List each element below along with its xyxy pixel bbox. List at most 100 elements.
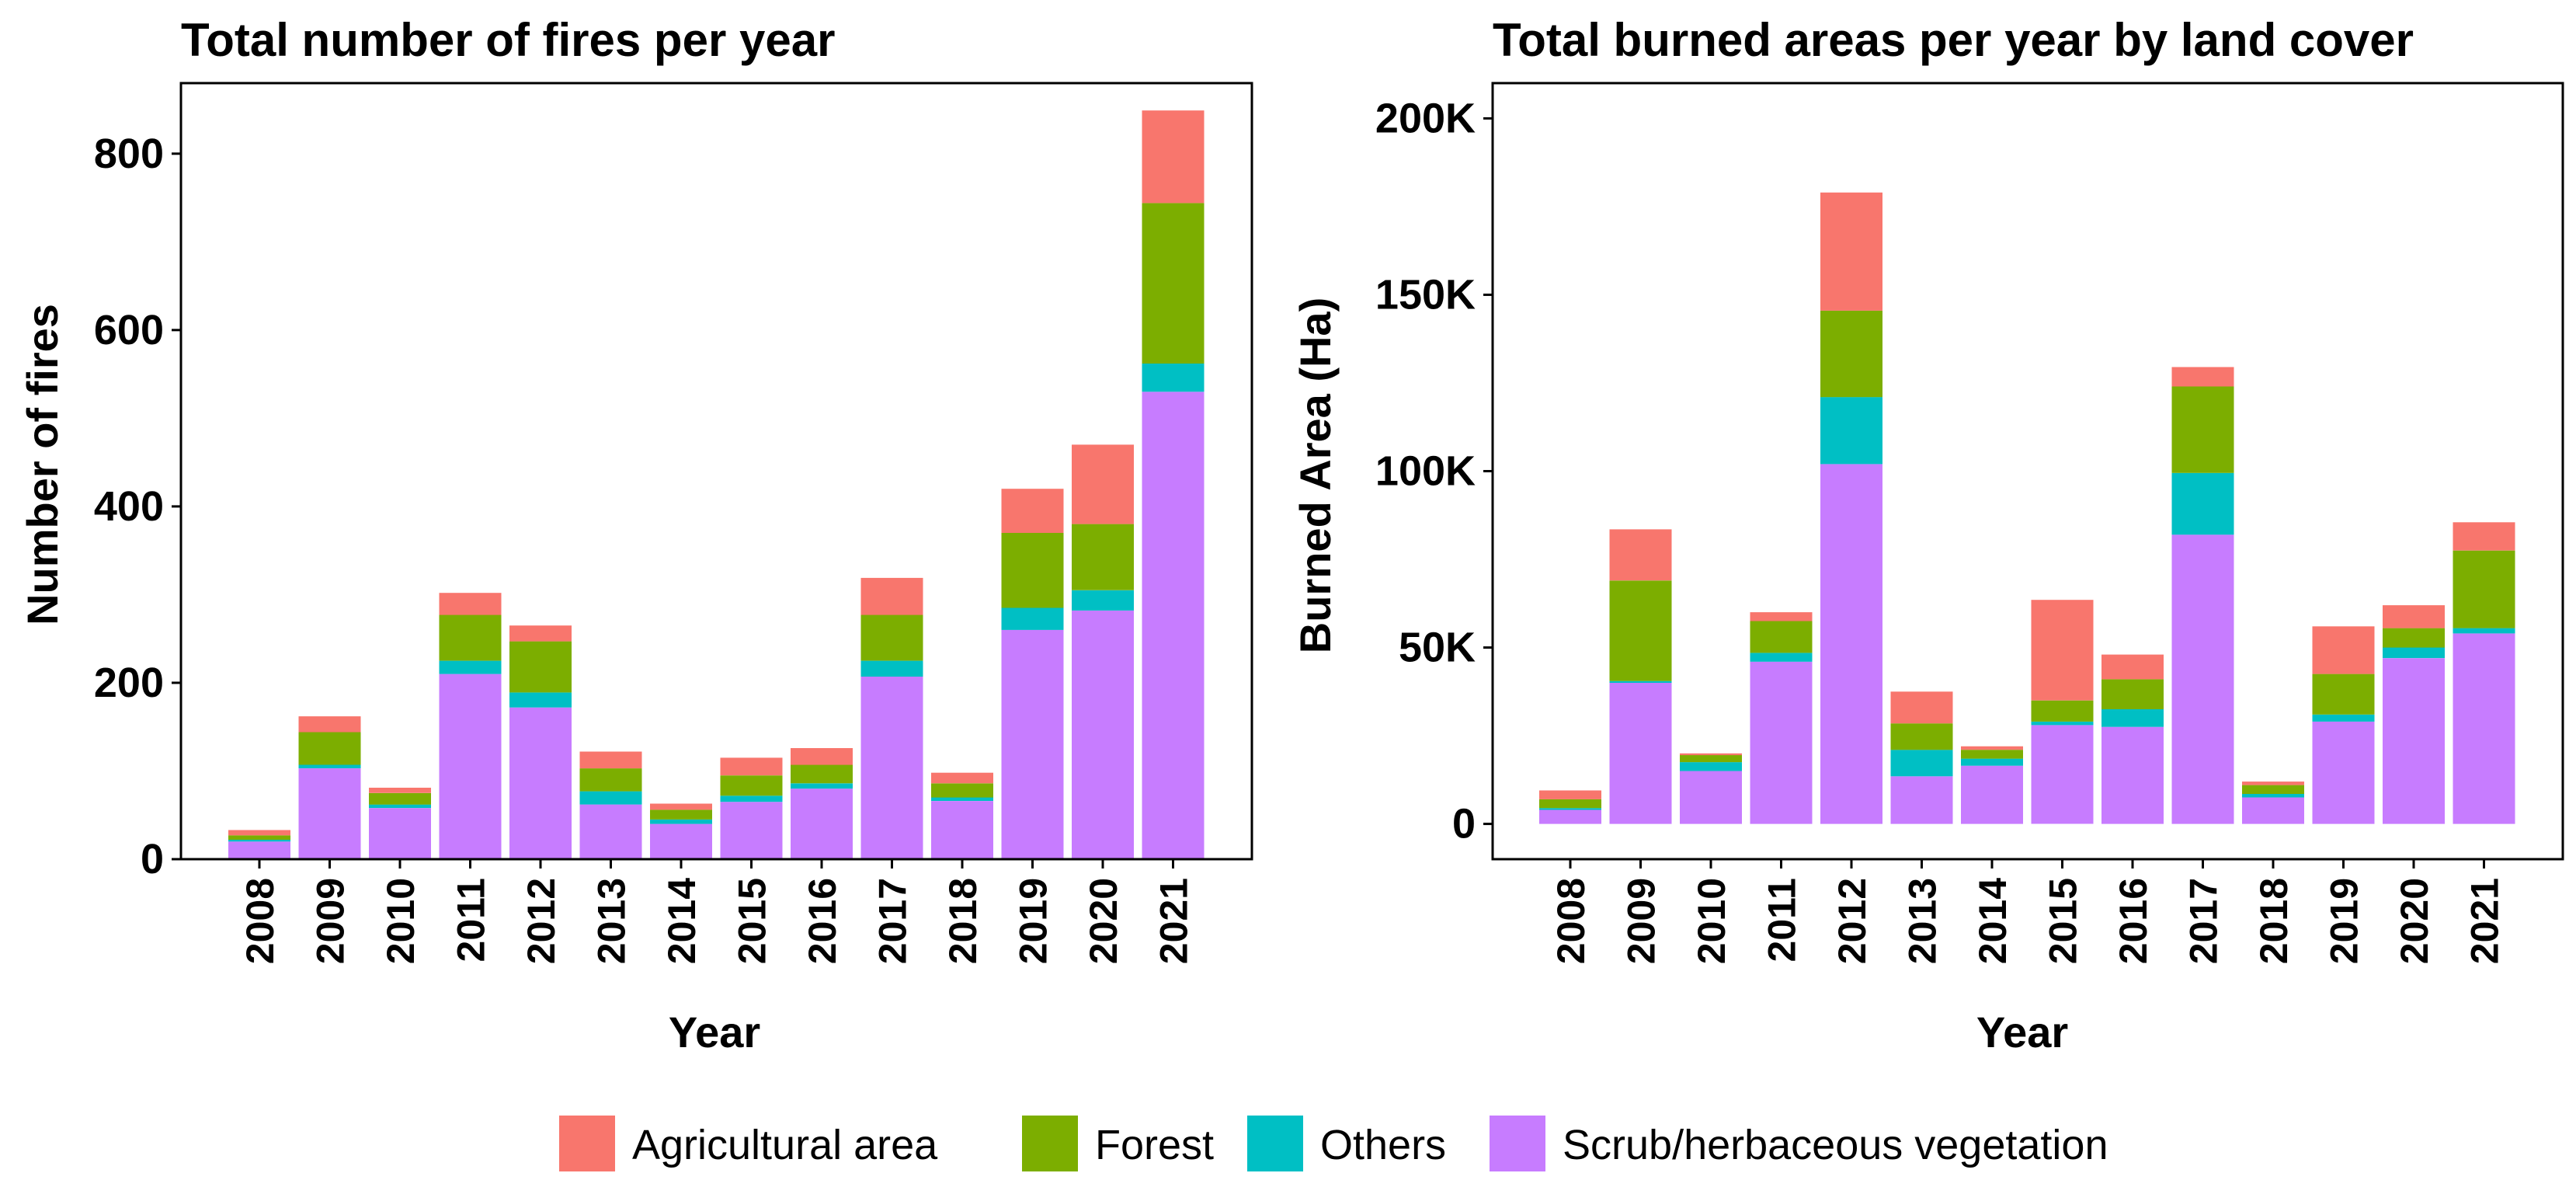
x-tick-label: 2016 <box>801 878 844 964</box>
bar-others-2014 <box>650 819 712 824</box>
bar-scrub-herbaceous-vegetation-2015 <box>2031 725 2094 824</box>
y-tick-label: 200K <box>1375 95 1476 141</box>
y-tick-label: 0 <box>141 836 164 882</box>
bar-agricultural-area-2012 <box>1820 192 1882 311</box>
bar-agricultural-area-2013 <box>1890 691 1953 724</box>
bar-others-2020 <box>1072 590 1134 611</box>
bar-forest-2020 <box>1072 524 1134 590</box>
bar-agricultural-area-2014 <box>1961 746 2023 750</box>
bar-agricultural-area-2015 <box>2031 600 2094 701</box>
bar-scrub-herbaceous-vegetation-2016 <box>791 788 853 859</box>
x-tick-label: 2012 <box>1830 878 1874 964</box>
x-tick-label: 2017 <box>2182 878 2226 964</box>
bar-scrub-herbaceous-vegetation-2020 <box>2383 658 2445 824</box>
x-tick-label: 2010 <box>1690 878 1733 964</box>
x-tick-label: 2010 <box>379 878 422 964</box>
bar-forest-2011 <box>439 614 502 661</box>
bar-scrub-herbaceous-vegetation-2008 <box>1539 809 1601 824</box>
x-tick-label: 2016 <box>2112 878 2155 964</box>
y-tick-label: 150K <box>1375 271 1476 318</box>
legend-swatch-forest <box>1022 1116 1078 1171</box>
x-tick-label: 2014 <box>660 878 704 964</box>
bar-forest-2009 <box>1609 580 1672 681</box>
bar-others-2013 <box>1890 750 1953 777</box>
bar-forest-2013 <box>1890 723 1953 750</box>
bar-agricultural-area-2019 <box>2312 626 2375 674</box>
bar-others-2014 <box>1961 758 2023 766</box>
bar-forest-2009 <box>298 732 361 765</box>
legend-item-scrub-herbaceous-vegetation: Scrub/herbaceous vegetation <box>1490 1116 2108 1171</box>
x-axis-fires: 2008 2009 2010 2011 2012 2013 2014 2015 2016 2017… <box>238 859 1196 964</box>
bar-forest-2018 <box>931 783 993 798</box>
bar-forest-2016 <box>2101 679 2164 709</box>
bar-forest-2021 <box>1142 203 1205 364</box>
x-tick-label: 2017 <box>871 878 915 964</box>
bar-scrub-herbaceous-vegetation-2010 <box>1680 771 1742 824</box>
bar-forest-2010 <box>369 792 431 805</box>
legend-item-others: Others <box>1247 1116 1446 1171</box>
bar-scrub-herbaceous-vegetation-2008 <box>228 841 290 859</box>
y-axis-title-burned-area: Burned Area (Ha) <box>1291 298 1340 653</box>
y-axis-burned-area: 0 50K 100K 150K 200K <box>1375 95 1493 848</box>
bar-forest-2014 <box>1961 750 2023 759</box>
bar-scrub-herbaceous-vegetation-2015 <box>720 802 783 859</box>
bar-others-2010 <box>1680 762 1742 771</box>
bar-scrub-herbaceous-vegetation-2016 <box>2101 726 2164 824</box>
x-tick-label: 2011 <box>1761 878 1804 962</box>
bar-agricultural-area-2016 <box>2101 654 2164 680</box>
bar-agricultural-area-2013 <box>579 751 642 769</box>
x-tick-label: 2014 <box>1971 878 2015 964</box>
bar-scrub-herbaceous-vegetation-2009 <box>1609 683 1672 824</box>
x-tick-label: 2015 <box>2042 878 2085 964</box>
bar-others-2009 <box>1609 681 1672 683</box>
y-axis-fires: 0 200 400 600 800 <box>94 131 181 882</box>
bar-forest-2021 <box>2453 550 2515 628</box>
bar-others-2019 <box>1001 607 1064 630</box>
x-tick-label: 2020 <box>1082 878 1125 964</box>
bar-scrub-herbaceous-vegetation-2009 <box>298 768 361 859</box>
bar-scrub-herbaceous-vegetation-2020 <box>1072 610 1134 859</box>
bar-others-2013 <box>579 791 642 805</box>
bar-agricultural-area-2020 <box>2383 605 2445 628</box>
y-tick-label: 200 <box>94 660 164 706</box>
bar-others-2020 <box>2383 647 2445 659</box>
legend-label-agricultural-area: Agricultural area <box>632 1122 938 1168</box>
bar-agricultural-area-2020 <box>1072 444 1134 524</box>
x-tick-label: 2020 <box>2393 878 2436 964</box>
bars-burned-area <box>1539 192 2515 824</box>
x-tick-label: 2012 <box>520 878 563 964</box>
legend-swatch-others <box>1247 1116 1303 1171</box>
legend-label-forest: Forest <box>1095 1122 1214 1168</box>
y-tick-label: 600 <box>94 307 164 353</box>
bar-forest-2017 <box>860 614 923 661</box>
bar-forest-2018 <box>2242 785 2304 794</box>
bar-scrub-herbaceous-vegetation-2014 <box>650 823 712 859</box>
legend-swatch-agricultural-area <box>559 1116 615 1171</box>
bar-others-2019 <box>2312 714 2375 722</box>
bar-scrub-herbaceous-vegetation-2019 <box>2312 721 2375 824</box>
x-tick-label: 2008 <box>1549 878 1593 964</box>
bar-scrub-herbaceous-vegetation-2012 <box>1820 464 1882 824</box>
x-tick-label: 2019 <box>1012 878 1055 964</box>
bar-others-2011 <box>439 660 502 674</box>
legend-item-agricultural-area: Agricultural area <box>559 1116 938 1171</box>
plot-frame-burned-area <box>1491 82 2564 861</box>
bar-others-2017 <box>2171 472 2234 535</box>
bar-agricultural-area-2014 <box>650 803 712 810</box>
x-tick-label: 2011 <box>450 878 493 962</box>
legend: Agricultural area Forest Others Scrub/he… <box>559 1116 2108 1171</box>
bar-others-2018 <box>2242 794 2304 798</box>
bar-scrub-herbaceous-vegetation-2017 <box>860 677 923 859</box>
bar-others-2010 <box>369 804 431 809</box>
chart-title-fires: Total number of fires per year <box>181 14 835 66</box>
bar-scrub-herbaceous-vegetation-2014 <box>1961 765 2023 824</box>
bar-scrub-herbaceous-vegetation-2012 <box>509 707 572 859</box>
bar-agricultural-area-2010 <box>1680 753 1742 756</box>
bar-forest-2015 <box>720 775 783 796</box>
bar-forest-2012 <box>1820 310 1882 398</box>
bar-others-2015 <box>720 795 783 802</box>
bar-forest-2014 <box>650 809 712 820</box>
x-tick-label: 2008 <box>238 878 282 964</box>
x-tick-label: 2018 <box>941 878 985 964</box>
